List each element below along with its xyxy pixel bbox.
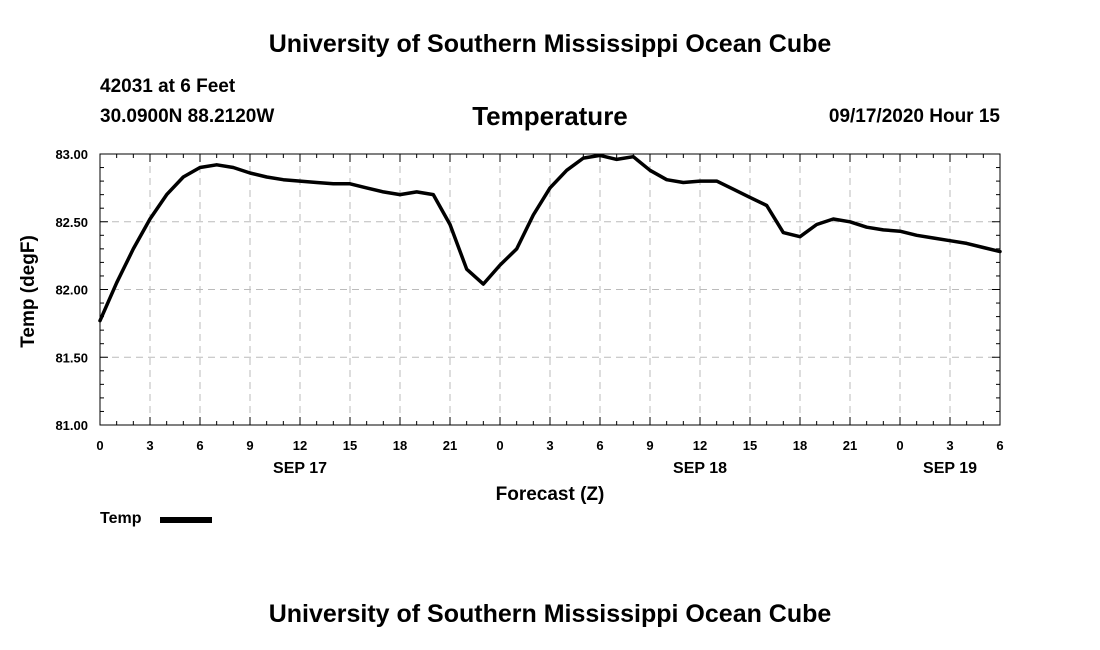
x-tick-label: 21 [443, 438, 457, 453]
x-tick-label: 6 [996, 438, 1003, 453]
top-title: University of Southern Mississippi Ocean… [268, 30, 832, 58]
x-tick-label: 9 [246, 438, 253, 453]
x-tick-label: 3 [146, 438, 153, 453]
series-line-temp [98, 153, 1002, 323]
x-date-label: SEP 18 [673, 460, 727, 477]
x-tick-label: 0 [96, 438, 103, 453]
x-tick-label: 12 [693, 438, 707, 453]
x-tick-label: 6 [596, 438, 603, 453]
x-tick-label: 18 [393, 438, 407, 453]
x-tick-label: 12 [293, 438, 307, 453]
y-tick-label: 82.50 [55, 215, 88, 230]
station-depth: 42031 at 6 Feet [100, 76, 236, 97]
x-date-label: SEP 17 [273, 460, 327, 477]
y-tick-label: 83.00 [55, 147, 88, 162]
station-coordinates: 30.0900N 88.2120W [100, 106, 275, 127]
y-tick-label: 81.50 [55, 350, 88, 365]
y-tick-label: 82.00 [55, 283, 88, 298]
chart-title: Temperature [472, 101, 628, 131]
y-tick-label: 81.00 [55, 418, 88, 433]
x-tick-label: 3 [946, 438, 953, 453]
bottom-title: University of Southern Mississippi Ocean… [268, 600, 832, 628]
x-axis-title: Forecast (Z) [496, 484, 605, 505]
forecast-timestamp: 09/17/2020 Hour 15 [828, 106, 1000, 127]
y-axis-title: Temp (degF) [18, 235, 39, 348]
x-tick-label: 18 [793, 438, 807, 453]
legend-swatch-temp [160, 517, 212, 523]
x-tick-label: 3 [546, 438, 553, 453]
legend-label-temp: Temp [100, 510, 142, 527]
x-date-label: SEP 19 [923, 460, 977, 477]
x-tick-label: 15 [743, 438, 757, 453]
x-tick-label: 0 [496, 438, 503, 453]
x-tick-label: 15 [343, 438, 357, 453]
x-tick-label: 9 [646, 438, 653, 453]
x-tick-label: 21 [843, 438, 857, 453]
x-tick-label: 6 [196, 438, 203, 453]
x-tick-label: 0 [896, 438, 903, 453]
